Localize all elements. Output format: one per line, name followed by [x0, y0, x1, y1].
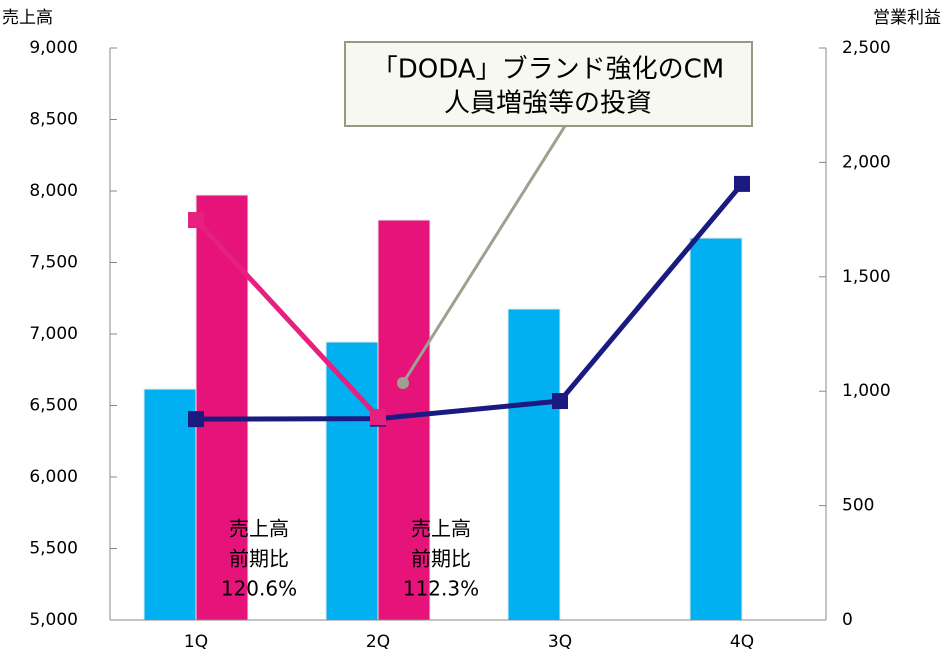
line	[194, 218, 380, 419]
line-marker	[188, 411, 204, 428]
annotation-label: 120.6%	[221, 577, 297, 601]
y2-tick-label: 1,500	[842, 267, 891, 287]
annotation-label: 112.3%	[403, 577, 479, 601]
annotation-box	[344, 41, 753, 127]
bar	[143, 388, 197, 621]
y-tick-label: 8,000	[29, 181, 78, 201]
x-tick-label: 3Q	[548, 632, 572, 652]
bar	[689, 237, 743, 621]
y2-tick-label: 1,000	[842, 381, 891, 401]
annotation-text: 人員増強等の投資	[444, 89, 652, 119]
line-marker	[552, 393, 568, 410]
bar	[325, 341, 379, 621]
y-tick-label: 5,500	[29, 539, 78, 559]
x-tick-label: 4Q	[730, 632, 754, 652]
y-tick-label: 7,500	[29, 253, 78, 273]
y-tick-label: 6,000	[29, 467, 78, 487]
line	[195, 182, 744, 422]
annotation-label: 前期比	[229, 547, 289, 571]
line-marker	[370, 409, 386, 426]
annotation-label: 前期比	[411, 547, 471, 571]
y2-tick-label: 2,000	[842, 152, 891, 172]
y2-tick-label: 0	[842, 610, 853, 630]
x-tick-label: 1Q	[184, 632, 208, 652]
y2-tick-label: 2,500	[842, 38, 891, 58]
annotation-dot	[397, 377, 409, 389]
bar	[507, 308, 561, 621]
y-tick-label: 5,000	[29, 610, 78, 630]
y-tick-label: 7,000	[29, 324, 78, 344]
annotation-label: 売上高	[411, 517, 471, 541]
x-tick-label: 2Q	[366, 632, 390, 652]
annotation-text: 「DODA」ブランド強化のCM	[372, 55, 724, 85]
y2-tick-label: 500	[842, 496, 874, 516]
y-axis-title: 売上高	[2, 8, 53, 28]
y-tick-label: 8,500	[29, 110, 78, 130]
line-marker	[188, 212, 204, 229]
y-tick-label: 6,500	[29, 396, 78, 416]
annotation-pointer	[401, 125, 567, 384]
y2-axis-title: 営業利益	[873, 8, 941, 28]
y-tick-label: 9,000	[29, 38, 78, 58]
annotation-label: 売上高	[229, 517, 289, 541]
line-marker	[734, 175, 750, 192]
